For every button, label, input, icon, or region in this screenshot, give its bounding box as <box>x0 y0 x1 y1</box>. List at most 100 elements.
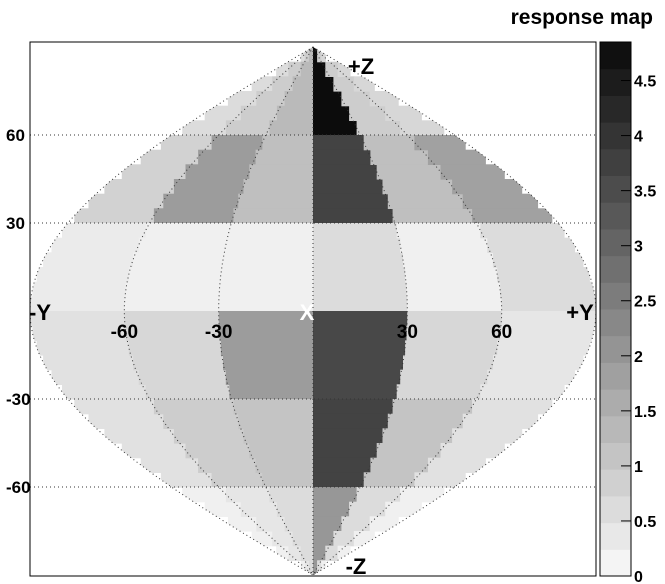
heatmap-cell <box>382 179 453 195</box>
heatmap-cell <box>376 164 441 180</box>
heatmap-cell <box>43 355 134 371</box>
axis-marker-label: -Z <box>346 554 367 579</box>
heatmap-cell <box>317 47 322 63</box>
heatmap-cell <box>427 457 486 473</box>
heatmap-cell <box>405 340 498 356</box>
heatmap-cell <box>403 355 494 371</box>
heatmap-cell <box>288 61 302 77</box>
heatmap-cell <box>313 237 401 253</box>
colorbar-segment <box>600 255 631 283</box>
heatmap-cell <box>333 76 355 92</box>
heatmap-cell <box>492 355 584 371</box>
colorbar-segment <box>600 148 631 176</box>
heatmap-cell <box>313 47 318 63</box>
heatmap-cell <box>313 457 371 473</box>
heatmap-cell <box>427 149 486 165</box>
colorbar-segment <box>600 282 631 310</box>
heatmap-cell <box>173 179 244 195</box>
heatmap-cell <box>349 501 386 517</box>
heatmap-cell <box>36 267 130 283</box>
heatmap-cell <box>400 369 488 385</box>
heatmap-cell <box>269 487 314 503</box>
heatmap-cell <box>500 325 595 341</box>
heatmap-cell <box>385 501 422 517</box>
heatmap-cell <box>32 325 127 341</box>
heatmap-cell <box>160 472 213 488</box>
heatmap-cell <box>288 545 302 561</box>
heatmap-cell <box>406 281 501 297</box>
heatmap-cell <box>369 91 399 107</box>
heatmap-cell <box>500 281 595 297</box>
heatmap-cell <box>400 487 445 503</box>
heatmap-cell <box>313 193 389 209</box>
heatmap-cell <box>262 472 314 488</box>
heatmap-cell <box>133 355 224 371</box>
heatmap-cell <box>387 413 464 429</box>
heatmap-cell <box>396 384 481 400</box>
heatmap-cell <box>125 325 220 341</box>
heatmap-cell <box>204 501 242 517</box>
colorbar-segment <box>600 522 631 550</box>
heatmap-cell <box>341 516 371 532</box>
heatmap-cell <box>313 369 401 385</box>
colorbar-tick-label: 2 <box>634 349 643 366</box>
y-tick-label: 30 <box>6 214 25 233</box>
colorbar-segment <box>600 389 631 417</box>
heatmap-cell <box>124 311 220 327</box>
heatmap-cell <box>313 267 406 283</box>
heatmap-cell <box>313 135 365 151</box>
heatmap-cell <box>255 149 314 165</box>
heatmap-cell <box>414 472 466 488</box>
heatmap-cell <box>138 369 227 385</box>
colorbar-segment <box>600 95 631 123</box>
heatmap-cell <box>272 531 294 547</box>
heatmap-cell <box>255 457 314 473</box>
heatmap-cell <box>225 369 314 385</box>
colorbar-segment <box>600 335 631 363</box>
heatmap-cell <box>284 91 314 107</box>
heatmap-cell <box>88 413 164 429</box>
heatmap-cell <box>173 428 244 444</box>
heatmap-cell <box>313 501 350 517</box>
heatmap-cell <box>182 120 227 136</box>
heatmap-cell <box>220 267 314 283</box>
heatmap-cell <box>452 179 523 195</box>
heatmap-cell <box>472 399 553 415</box>
heatmap-cell <box>229 384 314 400</box>
colorbar-tick-label: 3 <box>634 239 643 256</box>
heatmap-cell <box>185 443 250 459</box>
plot-frame <box>29 41 597 577</box>
heatmap-cell <box>227 91 257 107</box>
heatmap-cell <box>284 516 314 532</box>
heatmap-cell <box>313 399 394 415</box>
heatmap-cell <box>370 149 429 165</box>
y-tick-label: 60 <box>6 126 25 145</box>
colorbar-segment <box>600 495 631 524</box>
heatmap-cell <box>313 252 404 268</box>
heatmap-cell <box>321 560 326 575</box>
heatmap-cells <box>30 47 596 575</box>
x-tick-label: -60 <box>111 322 138 343</box>
heatmap-cell <box>121 164 187 180</box>
heatmap-cell <box>308 47 314 63</box>
axis-marker-label: +Z <box>348 54 374 79</box>
heatmap-cell <box>138 237 227 253</box>
heatmap-cell <box>272 76 294 92</box>
colorbar-tick-label: 0 <box>634 569 643 584</box>
heatmap-cell <box>211 472 263 488</box>
heatmap-cell <box>218 311 314 327</box>
heatmap-cell <box>501 296 596 312</box>
heatmap-cell <box>225 487 271 503</box>
heatmap-cell <box>304 560 310 575</box>
heatmap-cell <box>218 296 314 312</box>
heatmap-cell <box>30 311 126 327</box>
heatmap-cell <box>128 267 222 283</box>
heatmap-cell <box>472 208 553 224</box>
heatmap-cell <box>406 325 501 341</box>
heatmap-cell <box>385 105 422 121</box>
heatmap-cell <box>62 384 147 400</box>
heatmap-cell <box>356 120 401 136</box>
heatmap-cell <box>145 223 230 239</box>
colorbar-tick-label: 1.5 <box>634 404 656 421</box>
